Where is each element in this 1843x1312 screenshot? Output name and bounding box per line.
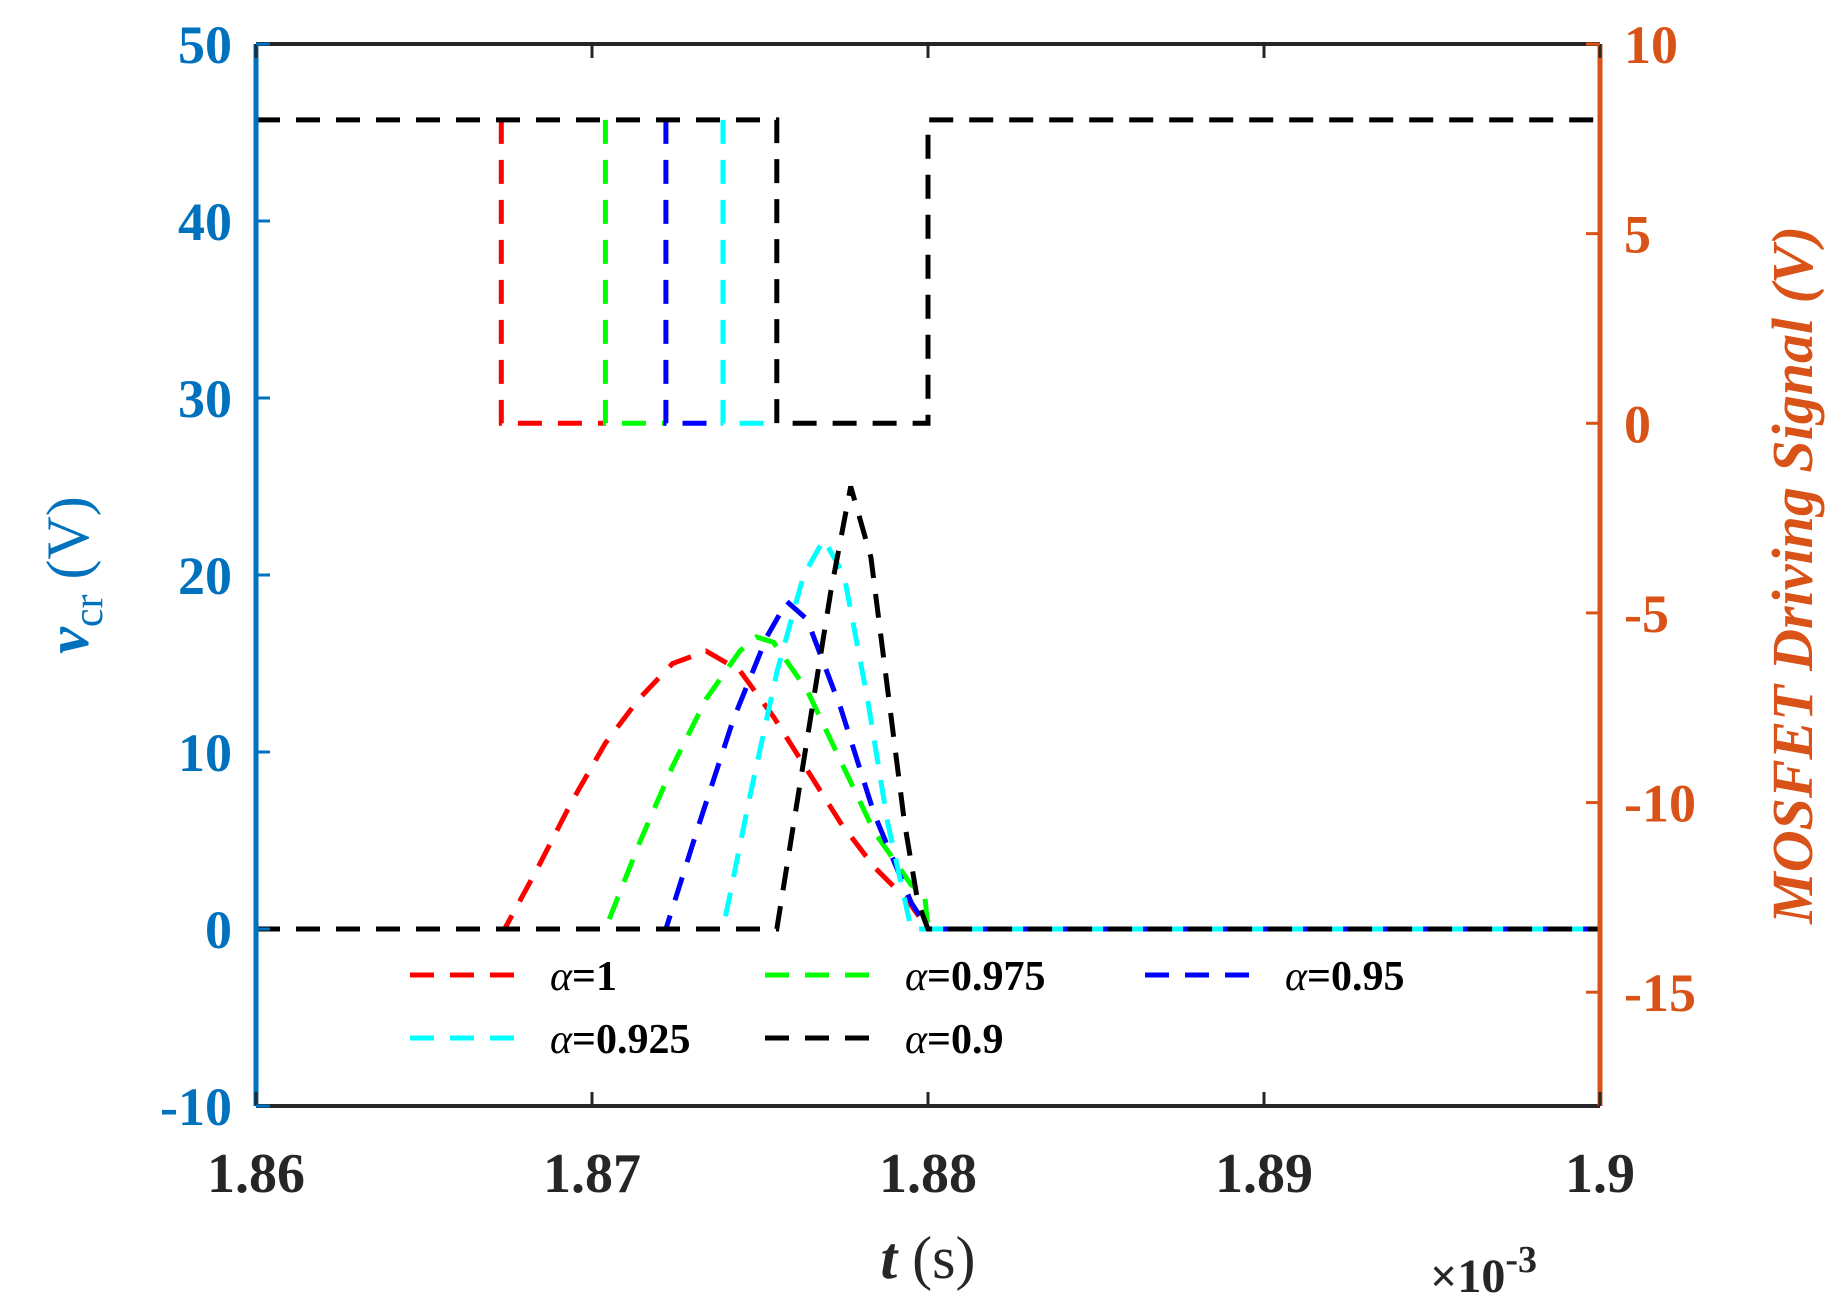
x-axis-label: t (s) [881,1225,976,1291]
legend-alpha-value: =1 [572,954,617,1000]
legend-label-series-2: α=0.95 [1285,954,1404,1000]
x-tick-label: 1.87 [543,1143,641,1205]
right-y-tick-label: -15 [1624,963,1696,1023]
left-y-axis-label-unit: (V) [35,496,101,594]
x-axis-label-unit: (s) [897,1225,975,1291]
left-y-axis-label-var: v [35,626,101,654]
right-y-tick-label: 0 [1624,394,1651,454]
x-tick-label: 1.88 [879,1143,977,1205]
left-y-tick-label: 0 [205,900,232,960]
left-y-tick-label: -10 [160,1077,232,1137]
vcr-line-series-2 [256,597,1600,932]
x-axis-exponent-base: ×10 [1430,1250,1505,1303]
left-y-tick-label: 50 [178,15,232,75]
left-y-axis-label-sub: cr [66,595,112,628]
x-tick-label: 1.89 [1215,1143,1313,1205]
x-axis-label-var: t [881,1225,900,1291]
left-y-tick-label: 40 [178,192,232,252]
left-y-tick-label: 30 [178,369,232,429]
drive-signal-line-series-3 [720,119,777,426]
legend-alpha-symbol: α [550,954,573,1000]
legend-label-series-4: α=0.9 [905,1017,1003,1063]
legend-alpha-value: =0.95 [1307,954,1404,1000]
vcr-line-series-1 [256,634,1600,932]
legend-label-series-1: α=0.975 [905,954,1045,1000]
right-y-tick-label: -10 [1624,774,1696,834]
drive-signal-line-series-4 [256,117,1600,426]
drive-signal-line-series-2 [663,119,723,426]
vcr-line-series-0 [256,648,1600,932]
left-y-tick-label: 10 [178,723,232,783]
legend-alpha-value: =0.9 [927,1017,1003,1063]
series-layer [256,117,1600,932]
x-axis-exponent-power: -3 [1505,1239,1537,1281]
legend-label-series-3: α=0.925 [550,1017,690,1063]
vcr-line-series-4 [256,485,1600,932]
legend-label-series-0: α=1 [550,954,617,1000]
right-y-tick-label: -5 [1624,584,1669,644]
x-tick-label: 1.9 [1565,1143,1635,1205]
right-y-tick-label: 5 [1624,205,1651,265]
left-y-axis-label: vcr (V) [35,496,112,654]
legend-alpha-symbol: α [905,954,928,1000]
x-axis-exponent: ×10-3 [1430,1239,1537,1303]
right-y-tick-label: 10 [1624,15,1678,75]
legend: α=1 α=0.975 α=0.95α=0.925 α=0.9 [410,954,1404,1063]
legend-alpha-symbol: α [1285,954,1308,1000]
left-y-tick-label: 20 [178,546,232,606]
legend-alpha-symbol: α [550,1017,573,1063]
drive-signal-line-series-0 [498,119,606,426]
legend-alpha-value: =0.975 [927,954,1045,1000]
right-y-axis-label: MOSFET Driving Signal (V) [1760,226,1825,925]
x-tick-label: 1.86 [207,1143,305,1205]
legend-alpha-symbol: α [905,1017,928,1063]
drive-signal-line-series-1 [602,119,666,426]
ticks-layer: 1.86 1.87 1.88 1.89 1.9-1001020304050-15-10-… [160,15,1696,1205]
legend-alpha-value: =0.925 [572,1017,690,1063]
